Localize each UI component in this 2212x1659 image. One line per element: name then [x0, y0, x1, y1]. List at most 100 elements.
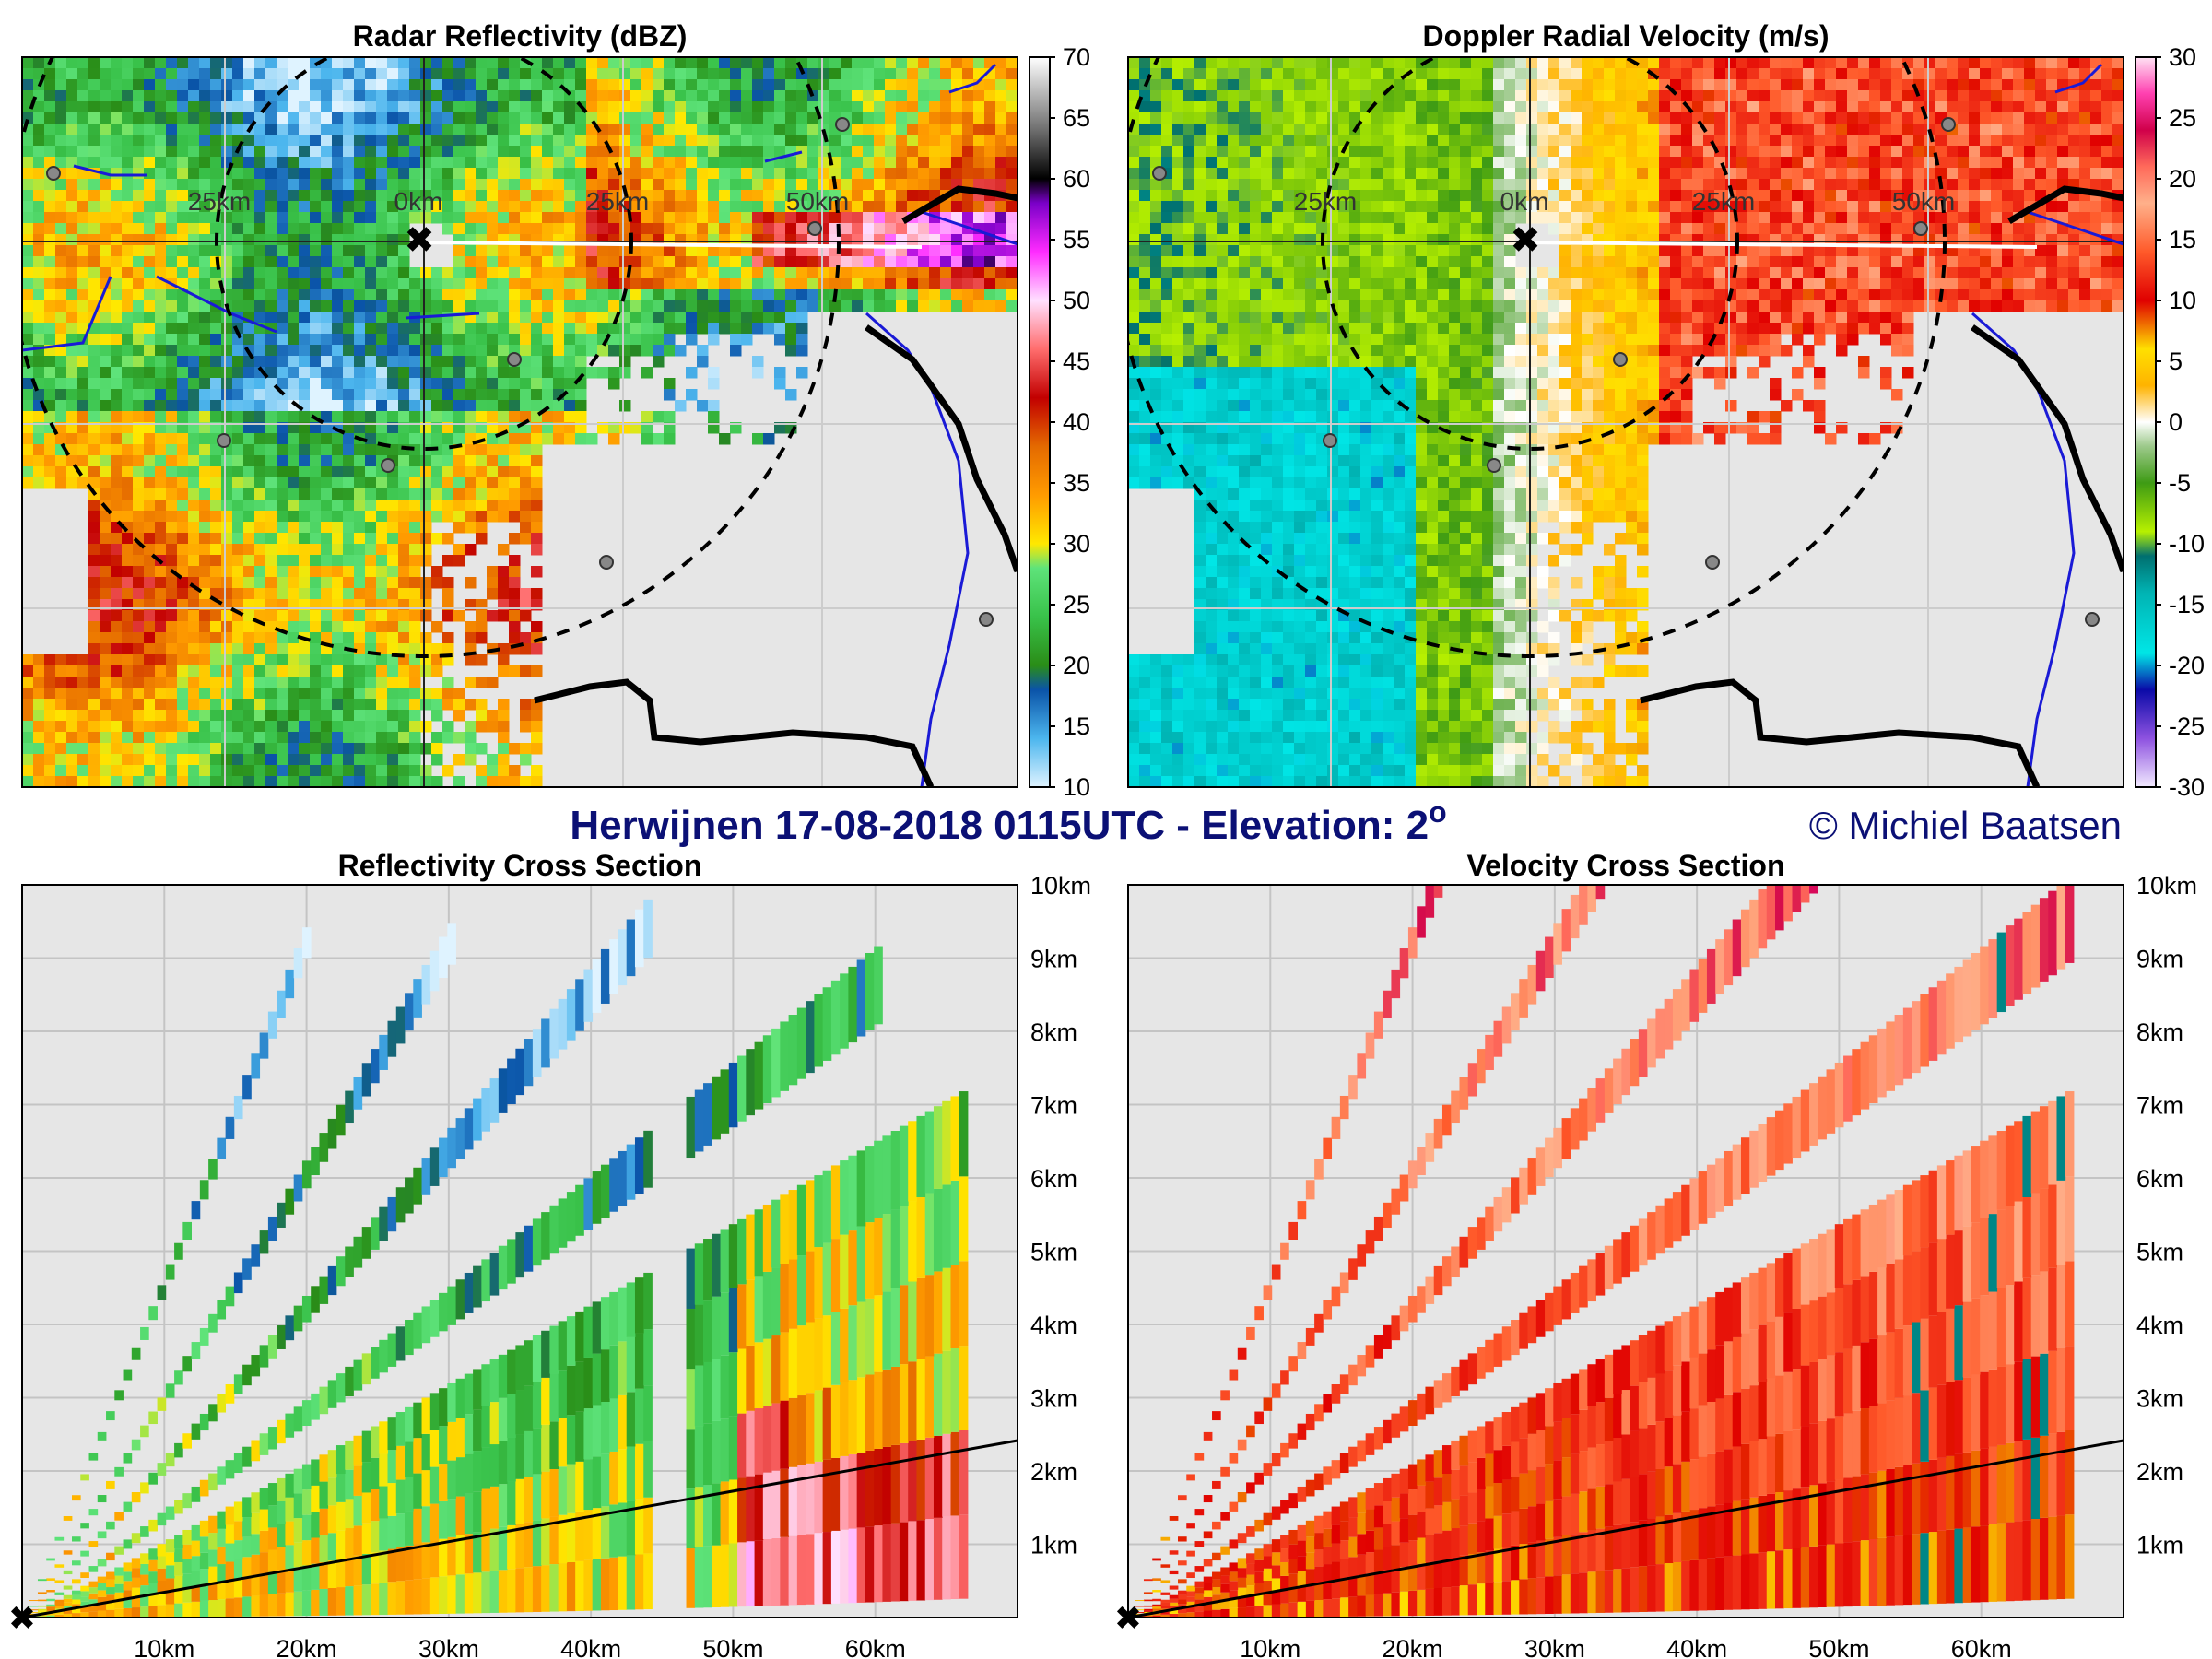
echo-cell [398, 544, 410, 556]
echo-cell [498, 323, 510, 335]
echo-cell [199, 168, 211, 180]
echo-cell [785, 157, 797, 169]
echo-cell [1548, 79, 1560, 91]
echo-cell [719, 289, 731, 301]
echo-cell [498, 455, 510, 467]
echo-cell [321, 610, 333, 622]
echo-cell [232, 776, 244, 787]
echo-cell [1006, 79, 1018, 91]
echo-cell [376, 101, 388, 113]
echo-cell [232, 621, 244, 633]
echo-cell [1172, 79, 1184, 91]
echo-cell [299, 79, 311, 91]
echo-cell [177, 135, 189, 147]
echo-cell [55, 411, 67, 423]
echo-cell [1747, 57, 1759, 69]
echo-cell [664, 157, 676, 169]
echo-cell [641, 146, 653, 158]
echo-cell [940, 124, 952, 135]
echo-cell [1582, 157, 1594, 169]
echo-cell [243, 57, 255, 69]
echo-cell [1980, 157, 1992, 169]
echo-cell [1792, 68, 1804, 80]
echo-cell [465, 157, 477, 169]
echo-cell [564, 135, 576, 147]
echo-cell [288, 389, 300, 401]
echo-cell [1637, 90, 1649, 102]
echo-cell [354, 444, 366, 456]
echo-cell [2046, 135, 2058, 147]
echo-cell [653, 289, 665, 301]
echo-cell [288, 511, 300, 523]
echo-cell [697, 256, 709, 268]
echo-cell [265, 632, 277, 644]
echo-cell [785, 312, 797, 324]
echo-cell [465, 732, 477, 744]
echo-cell [442, 433, 454, 445]
echo-cell [498, 334, 510, 346]
echo-cell [111, 389, 123, 401]
echo-cell [1438, 101, 1450, 113]
echo-cell [1582, 135, 1594, 147]
echo-cell [962, 157, 974, 169]
echo-cell [597, 168, 609, 180]
echo-cell [88, 289, 100, 301]
echo-cell [531, 57, 543, 69]
echo-cell [641, 112, 653, 124]
echo-cell [597, 90, 609, 102]
echo-cell [232, 665, 244, 677]
echo-cell [144, 135, 156, 147]
echo-cell [288, 566, 300, 578]
echo-cell [1814, 101, 1826, 113]
echo-cell [708, 245, 720, 257]
echo-cell [531, 466, 543, 478]
echo-cell [730, 90, 742, 102]
echo-cell [630, 345, 642, 357]
echo-cell [1637, 68, 1649, 80]
echo-cell [254, 300, 266, 312]
echo-cell [288, 455, 300, 467]
echo-cell [111, 610, 123, 622]
echo-cell [796, 245, 808, 257]
echo-cell [254, 721, 266, 733]
echo-cell [653, 312, 665, 324]
echo-cell [509, 312, 521, 324]
echo-cell [254, 477, 266, 489]
echo-cell [1869, 90, 1881, 102]
echo-cell [177, 300, 189, 312]
echo-cell [575, 323, 587, 335]
echo-cell [122, 632, 134, 644]
echo-cell [77, 732, 89, 744]
echo-cell [420, 455, 432, 467]
echo-cell [575, 278, 587, 290]
echo-cell [188, 544, 200, 556]
echo-cell [1593, 68, 1605, 80]
echo-cell [133, 411, 145, 423]
echo-cell [144, 776, 156, 787]
echo-cell [830, 168, 841, 180]
echo-cell [929, 124, 941, 135]
echo-cell [498, 743, 510, 755]
echo-cell [730, 256, 742, 268]
echo-cell [88, 743, 100, 755]
echo-cell [111, 223, 123, 235]
echo-cell [44, 124, 56, 135]
echo-cell [232, 555, 244, 567]
echo-cell [332, 643, 344, 655]
echo-cell [431, 79, 443, 91]
echo-cell [111, 455, 123, 467]
echo-cell [442, 79, 454, 91]
echo-cell [1803, 135, 1815, 147]
echo-cell [2013, 101, 2025, 113]
echo-cell [265, 588, 277, 600]
echo-cell [2002, 157, 2014, 169]
echo-cell [1228, 79, 1240, 91]
echo-cell [1759, 90, 1771, 102]
echo-cell [343, 190, 355, 202]
echo-cell [44, 146, 56, 158]
echo-cell [133, 334, 145, 346]
echo-cell [531, 643, 543, 655]
echo-cell [951, 245, 963, 257]
echo-cell [22, 455, 34, 467]
echo-cell [465, 345, 477, 357]
